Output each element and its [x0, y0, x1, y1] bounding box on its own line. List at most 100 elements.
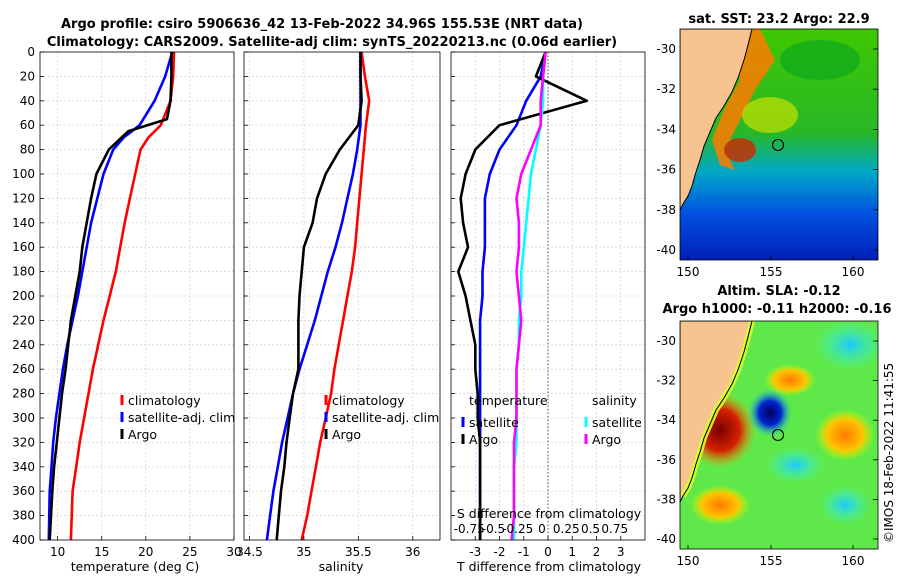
- imos-credit: ©IMOS 18-Feb-2022 11:41:55: [882, 363, 896, 543]
- sla-low-ne: [815, 321, 878, 370]
- series-line-argo: [48, 52, 173, 541]
- y-tick-label: 380: [12, 509, 35, 523]
- legend-label: satellite: [592, 415, 642, 430]
- sla-low-south: [765, 447, 825, 483]
- map-lat-label: -34: [656, 122, 676, 136]
- y-tick-label: 60: [20, 118, 35, 132]
- sst-warm-current: [712, 29, 775, 170]
- map-lat-label: -36: [656, 453, 676, 467]
- figure-title-line2: Climatology: CARS2009. Satellite-adj cli…: [47, 35, 617, 50]
- y-tick-label: 280: [12, 387, 35, 401]
- sst-warm-core: [724, 138, 756, 162]
- x-tick-label: 36: [405, 545, 420, 559]
- map-lon-label: 160: [842, 554, 865, 568]
- y-tick-label: 80: [20, 143, 35, 157]
- y-tick-label: 100: [12, 167, 35, 181]
- y-tick-label: 320: [12, 435, 35, 449]
- sst-map-title: sat. SST: 23.2 Argo: 22.9: [688, 12, 869, 27]
- t-difference-xlabel: T difference from climatology: [456, 559, 642, 574]
- figure-title-line1: Argo profile: csiro 5906636_42 13-Feb-20…: [61, 17, 583, 32]
- map-lat-label: -36: [656, 163, 676, 177]
- series-line-salinity-argo: [510, 51, 547, 541]
- sst-map: sat. SST: 23.2 Argo: 22.9 -30 -32 -34 -36 -3…: [656, 12, 879, 279]
- x-tick-label: 3: [617, 545, 625, 559]
- legend-label: Argo: [332, 427, 361, 442]
- legend-label: Argo: [469, 432, 498, 447]
- series-line-satellite-adj-clim: [265, 52, 362, 541]
- salinity-xlabel: salinity: [319, 559, 364, 574]
- sla-high-south: [690, 485, 750, 525]
- legend-label: climatology: [332, 393, 405, 408]
- map-lat-label: -38: [656, 492, 676, 506]
- y-tick-label: 400: [12, 533, 35, 547]
- y-tick-label: 0: [27, 45, 35, 59]
- difference-panel: -3 -2 -1 0 1 2 3-0.75-0.5-0.25 0 0.25 0.5 0.75temp…: [450, 51, 646, 559]
- y-tick-label: 200: [12, 289, 35, 303]
- map-lat-label: -30: [656, 42, 676, 56]
- map-lon-label: 150: [677, 554, 700, 568]
- temperature-panel: 0 20 40 60 80 100 120 140 160 180 200 220 240 260 280 3…: [12, 45, 242, 559]
- y-tick-label: 120: [12, 191, 35, 205]
- y-tick-label: 260: [12, 362, 35, 376]
- map-lat-label: -40: [656, 243, 676, 257]
- series-line-argo: [275, 52, 363, 541]
- sla-low-se: [819, 485, 871, 525]
- sla-float-marker: [771, 428, 785, 442]
- x-tick-label: 25: [182, 545, 197, 559]
- y-tick-label: 220: [12, 313, 35, 327]
- y-tick-label: 180: [12, 265, 35, 279]
- sla-map-frame: [679, 320, 879, 550]
- x-tick-label: -2: [494, 545, 506, 559]
- map-lon-label: 150: [677, 265, 700, 279]
- series-line-climatology: [300, 51, 371, 541]
- x-tick-label: 35.5: [345, 545, 372, 559]
- y-tick-label: 140: [12, 216, 35, 230]
- sla-map: Altim. SLA: -0.12 Argo h1000: -0.11 h200…: [656, 284, 891, 568]
- y-tick-label: 360: [12, 484, 35, 498]
- s-diff-tick-label: -0.5: [482, 522, 505, 536]
- map-lat-label: -32: [656, 374, 676, 388]
- x-tick-label: -3: [469, 545, 481, 559]
- x-tick-label: 20: [138, 545, 153, 559]
- x-tick-label: 0: [544, 545, 552, 559]
- s-diff-tick-label: -0.25: [502, 522, 533, 536]
- legend-group-title: temperature: [469, 393, 548, 408]
- sla-map-title-line1: Altim. SLA: -0.12: [717, 284, 840, 299]
- sst-warm-eddy: [742, 97, 798, 133]
- sla-coastline: [682, 321, 753, 497]
- map-lat-label: -34: [656, 413, 676, 427]
- map-lon-label: 160: [842, 265, 865, 279]
- x-tick-label: 10: [50, 545, 65, 559]
- sst-float-marker: [771, 138, 785, 152]
- map-lat-label: -30: [656, 334, 676, 348]
- x-tick-label: 2: [593, 545, 601, 559]
- map-lat-label: -38: [656, 203, 676, 217]
- s-difference-xlabel: S difference from climatology: [457, 506, 642, 521]
- y-tick-label: 340: [12, 460, 35, 474]
- series-line-temperature-argo: [456, 51, 589, 540]
- legend-group-title: salinity: [592, 393, 637, 408]
- y-tick-label: 40: [20, 94, 35, 108]
- sst-map-frame: [679, 28, 879, 261]
- sla-high-east: [815, 409, 875, 461]
- map-lon-label: 155: [760, 554, 783, 568]
- map-lat-label: -32: [656, 82, 676, 96]
- sla-high-north: [764, 364, 816, 396]
- temperature-xlabel: temperature (deg C): [71, 559, 200, 574]
- sla-cold-eddy: [748, 389, 792, 437]
- s-diff-tick-label: 0.25: [553, 522, 580, 536]
- series-line-climatology: [69, 51, 176, 541]
- x-tick-label: 30: [226, 545, 241, 559]
- sst-land: [680, 29, 753, 211]
- s-diff-tick-label: 0: [538, 522, 546, 536]
- y-tick-label: 300: [12, 411, 35, 425]
- sla-map-title-line2: Argo h1000: -0.11 h2000: -0.16: [662, 302, 891, 317]
- y-tick-label: 160: [12, 240, 35, 254]
- legend-label: climatology: [128, 393, 201, 408]
- legend-label: satellite: [469, 415, 519, 430]
- sst-cool-patch: [780, 40, 860, 80]
- x-tick-label: 15: [94, 545, 109, 559]
- salinity-panel: 34.5 35 35.5 36 climatology satellite-adj. cl…: [236, 51, 441, 559]
- s-diff-tick-label: -0.75: [454, 522, 485, 536]
